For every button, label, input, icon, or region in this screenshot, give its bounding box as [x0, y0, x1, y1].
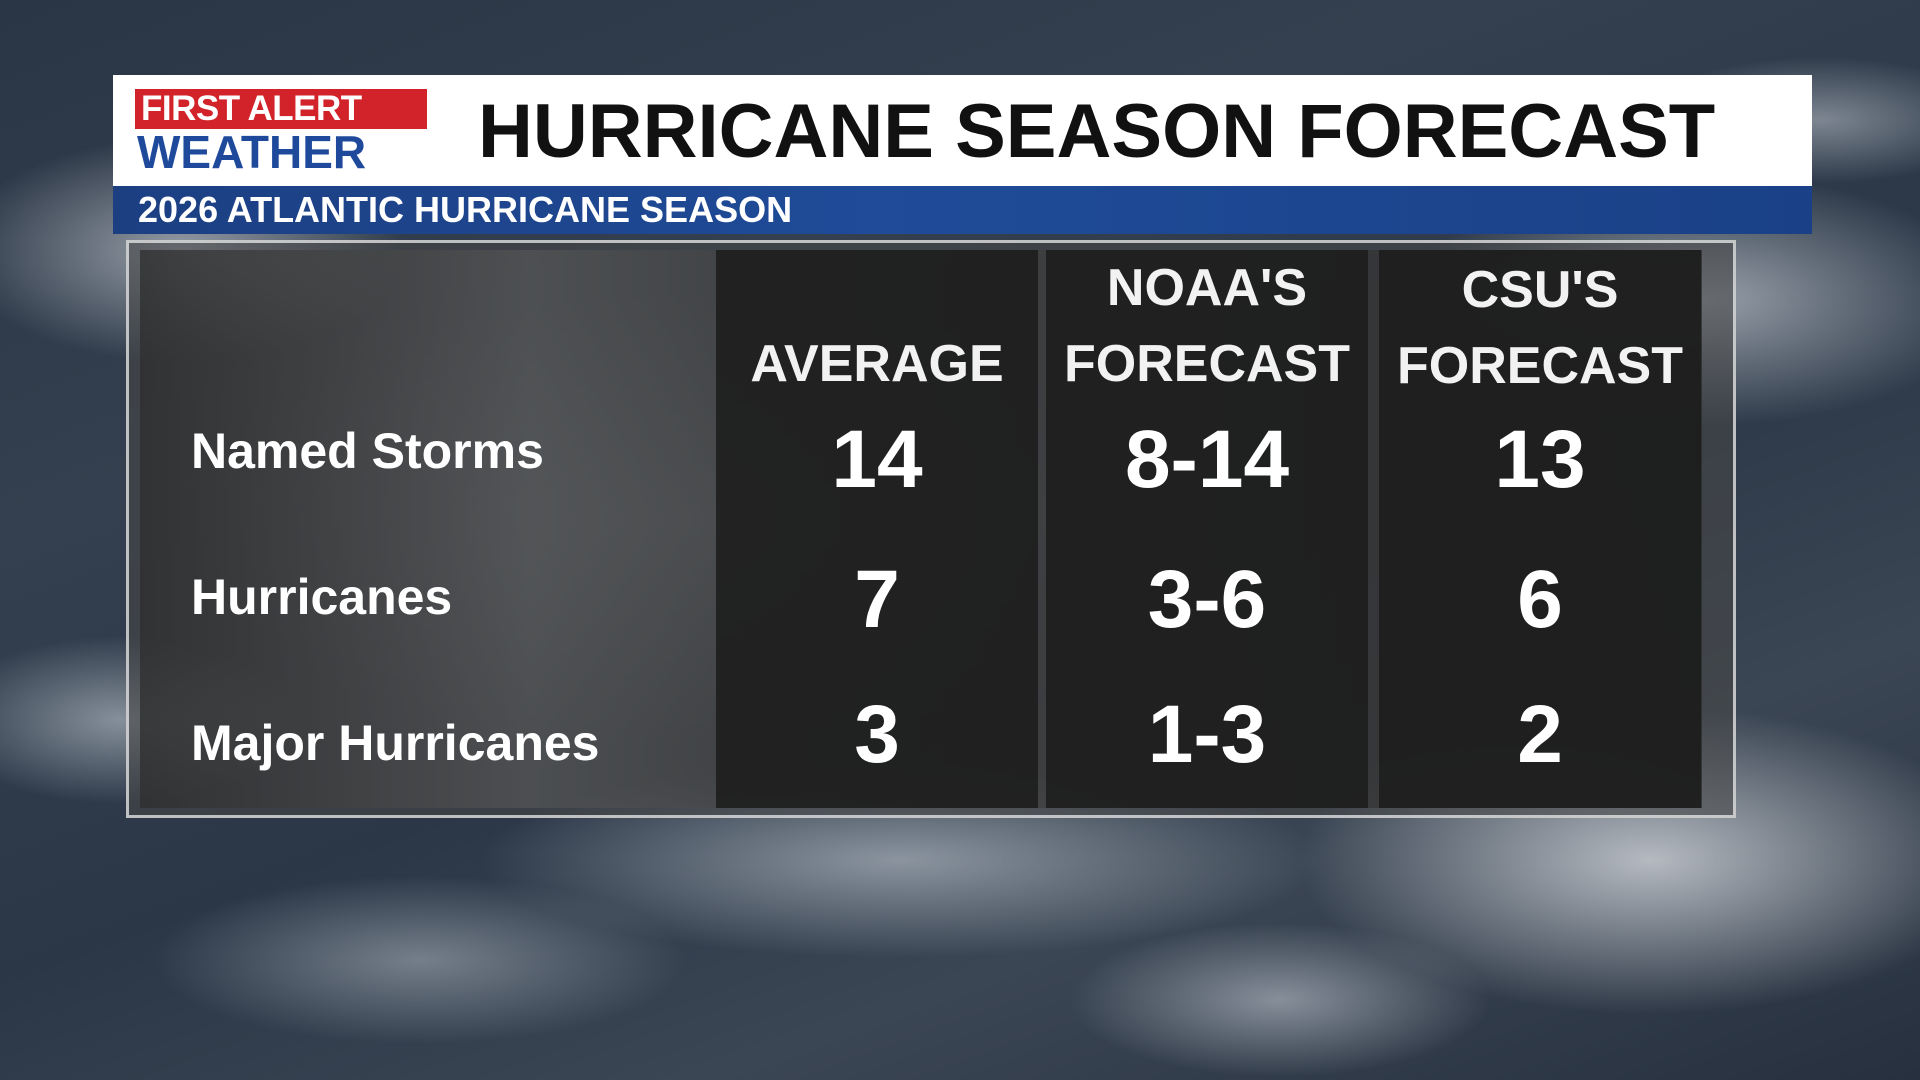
cell-hurricanes-average: 7 — [854, 554, 900, 645]
column-average-background — [716, 250, 1038, 808]
logo-line-1: FIRST ALERT — [135, 89, 427, 129]
cell-named-storms-average: 14 — [831, 414, 923, 505]
cell-named-storms-csu: 13 — [1494, 414, 1586, 505]
column-csu-background — [1379, 250, 1701, 808]
cell-named-storms-noaa: 8-14 — [1124, 414, 1290, 505]
cell-hurricanes-csu: 6 — [1517, 554, 1563, 645]
column-header-line-1: CSU'S — [1461, 261, 1619, 319]
cell-hurricanes-noaa: 3-6 — [1147, 554, 1267, 645]
cell-major-hurricanes-average: 3 — [854, 689, 900, 780]
row-label-hurricanes: Hurricanes — [191, 569, 453, 625]
column-header-noaa: NOAA'S FORECAST — [1046, 250, 1368, 402]
cell-major-hurricanes-csu: 2 — [1517, 689, 1563, 780]
first-alert-weather-logo: FIRST ALERT WEATHER — [135, 89, 427, 175]
logo-line-2: WEATHER — [137, 126, 367, 178]
subtitle-bar: 2026 ATLANTIC HURRICANE SEASON — [113, 186, 1812, 234]
column-header-csu: CSU'S FORECAST — [1379, 252, 1701, 404]
row-label-named-storms: Named Storms — [191, 423, 544, 479]
column-header-line-2: FORECAST — [1064, 335, 1350, 393]
row-label-major-hurricanes: Major Hurricanes — [191, 715, 600, 771]
column-header-average: AVERAGE — [716, 250, 1038, 402]
column-header-line-1: NOAA'S — [1106, 259, 1308, 317]
page-title: HURRICANE SEASON FORECAST — [478, 89, 1716, 174]
column-header-line-2: FORECAST — [1397, 337, 1683, 395]
title-bar: FIRST ALERT WEATHER HURRICANE SEASON FOR… — [113, 75, 1812, 186]
column-header-line-1 — [716, 250, 1038, 326]
page-subtitle: 2026 ATLANTIC HURRICANE SEASON — [138, 189, 793, 230]
cell-major-hurricanes-noaa: 1-3 — [1147, 689, 1267, 780]
column-noaa-background — [1046, 250, 1368, 808]
column-header-line-2: AVERAGE — [750, 335, 1004, 393]
